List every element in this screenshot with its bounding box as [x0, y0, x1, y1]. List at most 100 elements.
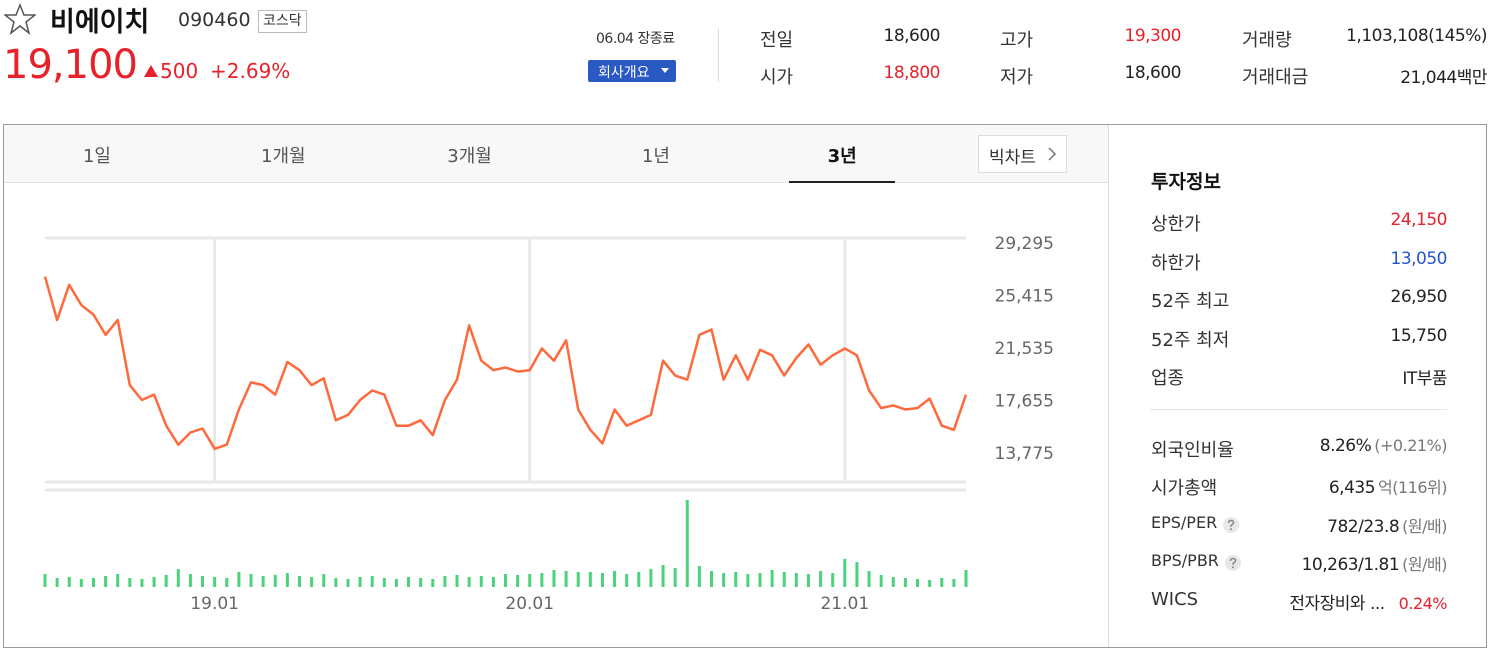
tab[interactable]: 1개월: [261, 146, 306, 167]
bigchart-label: 빅차트: [989, 148, 1036, 168]
volume-bar: [116, 574, 120, 587]
y-tick-label: 25,415: [995, 286, 1054, 306]
invest-divider: [1150, 409, 1447, 410]
volume-bar: [952, 579, 956, 587]
volume-bar: [552, 570, 556, 587]
volume-bar: [588, 572, 592, 587]
invest-value-group: 6,435 억(116위): [1328, 474, 1448, 499]
volume-bar: [479, 576, 483, 587]
volume-bar: [916, 579, 920, 587]
price-line: [43, 276, 968, 451]
help-icon: [1225, 554, 1241, 571]
summary-value: 18,600: [1124, 63, 1182, 83]
volume-bar: [334, 578, 338, 587]
volume-bar: [419, 578, 423, 587]
volume-bar: [649, 569, 653, 587]
volume-bar: [310, 577, 314, 587]
volume-bar: [867, 571, 871, 587]
y-tick-label: 29,295: [995, 234, 1054, 254]
volume-bar: [806, 574, 810, 587]
main-box: [3, 124, 1487, 648]
volume-bar: [746, 574, 750, 587]
volume-bar: [540, 573, 544, 587]
invest-label: WICS: [1151, 589, 1199, 611]
summary-label: 저가: [1000, 67, 1034, 88]
volume-bar: [528, 574, 532, 587]
tab[interactable]: 1일: [82, 146, 111, 167]
invest-label: EPS/PER: [1151, 512, 1218, 532]
summary-label: 시가: [760, 67, 794, 88]
volume-bar: [903, 578, 907, 587]
invest-note: (원/배): [1402, 516, 1447, 536]
company-button[interactable]: 회사개요: [588, 60, 676, 82]
price-change: 500: [160, 59, 199, 83]
tab[interactable]: 3년: [827, 146, 857, 167]
volume-bar: [855, 562, 859, 587]
favorite-star[interactable]: [4, 3, 36, 35]
volume-bar: [600, 573, 604, 587]
volume-bar: [613, 571, 617, 587]
panel-divider: [1108, 125, 1109, 647]
invest-label: BPS/PBR: [1151, 550, 1219, 570]
bigchart-button[interactable]: 빅차트: [978, 135, 1067, 173]
volume-bar: [164, 575, 168, 587]
volume-bar: [843, 559, 847, 587]
up-arrow: [144, 65, 158, 77]
invest-value: 26,950: [1390, 287, 1448, 308]
volume-bar: [879, 575, 883, 587]
volume-bar: [382, 578, 386, 587]
volume-bar: [831, 573, 835, 587]
volume-bar: [940, 578, 944, 587]
volume-bar: [722, 573, 726, 587]
tab[interactable]: 1년: [641, 146, 670, 167]
volume-bar: [928, 580, 932, 587]
volume-bar: [443, 576, 447, 587]
x-tick-label: 21.01: [820, 594, 869, 614]
volume-bar: [794, 573, 798, 587]
volume-bar: [625, 574, 629, 587]
volume-bar: [358, 577, 362, 587]
y-tick-label: 13,775: [995, 444, 1054, 464]
invest-value: 10,263/1.81: [1301, 554, 1400, 575]
chevron: [1048, 147, 1057, 161]
volume-bar: [225, 578, 229, 587]
invest-value: 13,050: [1390, 248, 1448, 269]
volume-bar: [370, 576, 374, 587]
invest-label: 하한가: [1151, 252, 1201, 274]
help-dot: [1230, 527, 1232, 530]
volume-bar: [188, 574, 192, 587]
volume-bar: [819, 571, 823, 587]
volume-bar: [273, 575, 277, 587]
help-mark: [1227, 519, 1235, 527]
help-icon: [1223, 516, 1239, 533]
volume-bar: [637, 572, 641, 587]
invest-value: 6,435: [1328, 478, 1376, 499]
summary-label: 전일: [760, 30, 794, 51]
volume-bar: [467, 577, 471, 587]
invest-note: (+0.21%): [1374, 436, 1447, 455]
volume-bar: [91, 578, 95, 587]
help-mark: [1229, 557, 1237, 565]
tab[interactable]: 3개월: [447, 146, 492, 167]
stock-code: 090460: [178, 9, 251, 31]
volume-bar: [734, 572, 738, 587]
volume-bar: [346, 579, 350, 587]
summary-label: 거래량: [1242, 30, 1292, 51]
x-tick-label: 20.01: [505, 594, 554, 614]
invest-label: 52주 최고: [1151, 291, 1230, 313]
volume-bar: [661, 565, 665, 587]
invest-note: 0.24%: [1398, 594, 1448, 614]
x-tick-label: 19.01: [190, 594, 239, 614]
divider: [718, 28, 719, 82]
summary-value: 21,044백만: [1400, 68, 1487, 88]
volume-bar: [407, 577, 411, 587]
market-status: 06.04 장종료: [596, 31, 675, 47]
invest-label: 업종: [1151, 368, 1185, 390]
volume-bar: [79, 579, 83, 587]
volume-bar: [455, 575, 459, 587]
summary-label: 거래대금: [1242, 67, 1309, 88]
volume-bar: [770, 570, 774, 587]
invest-label: 외국인비율: [1151, 440, 1234, 461]
volume-bar: [213, 577, 217, 587]
